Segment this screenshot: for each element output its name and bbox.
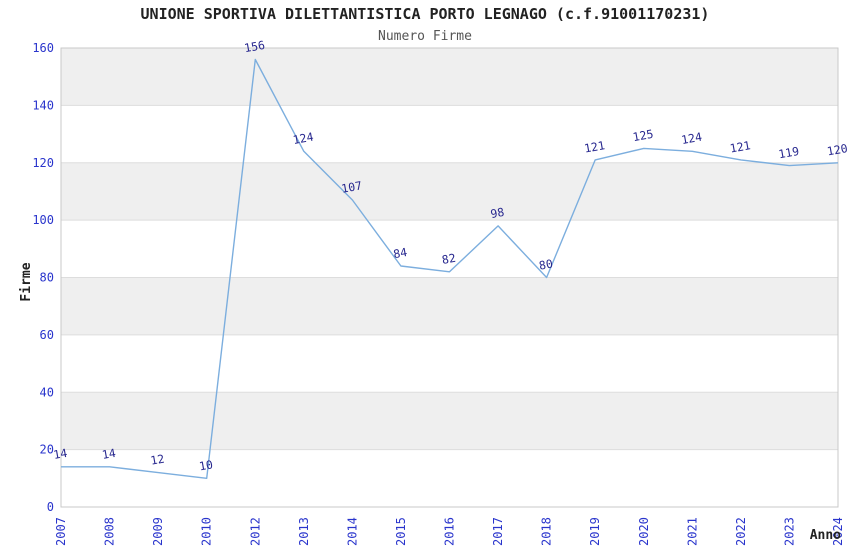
x-axis-tick-label: 2008 bbox=[103, 517, 117, 546]
y-axis-tick-label: 40 bbox=[40, 385, 54, 399]
plot-bands bbox=[61, 48, 838, 507]
y-axis-tick-label: 80 bbox=[40, 271, 54, 285]
y-axis-tick-label: 100 bbox=[32, 213, 54, 227]
y-axis-tick-label: 0 bbox=[47, 500, 54, 514]
x-axis-tick-label: 2013 bbox=[297, 517, 311, 546]
series-group bbox=[61, 58, 839, 479]
y-axis-title: Firme bbox=[19, 262, 34, 301]
data-point-label: 10 bbox=[198, 457, 214, 473]
plot-band bbox=[61, 449, 838, 507]
data-point-label: 12 bbox=[149, 452, 165, 468]
data-point-label: 121 bbox=[729, 138, 752, 155]
x-axis-tick-label: 2007 bbox=[54, 517, 68, 546]
data-point-label: 98 bbox=[489, 205, 505, 221]
plot-band bbox=[61, 277, 838, 335]
data-point-label: 84 bbox=[392, 245, 408, 261]
x-axis-tick-label: 2024 bbox=[831, 517, 845, 546]
data-point-label: 107 bbox=[340, 178, 363, 195]
grid-lines bbox=[60, 47, 839, 508]
y-axis-tick-labels: 0 20 40 60 80 100 120 140 160 bbox=[32, 41, 54, 514]
y-axis-tick-label: 160 bbox=[32, 41, 54, 55]
data-point-label: 125 bbox=[632, 127, 655, 144]
data-point-label: 119 bbox=[777, 144, 800, 161]
data-point-label: 120 bbox=[826, 141, 849, 158]
plot-border bbox=[60, 47, 839, 508]
plot-band bbox=[61, 105, 838, 163]
x-axis-tick-label: 2016 bbox=[443, 517, 457, 546]
series-line bbox=[61, 58, 839, 479]
data-point-labels: 14 14 12 10 156 124 107 84 82 98 80 121 125 124 121 119… bbox=[52, 38, 849, 474]
plot-band bbox=[61, 162, 838, 221]
x-axis-tick-label: 2015 bbox=[394, 517, 408, 546]
data-point-label: 14 bbox=[52, 446, 68, 462]
x-axis-tick-label: 2010 bbox=[200, 517, 214, 546]
data-point-label: 82 bbox=[441, 251, 457, 267]
data-point-label: 156 bbox=[243, 38, 266, 55]
x-axis-tick-label: 2009 bbox=[151, 517, 165, 546]
data-point-label: 124 bbox=[680, 130, 703, 147]
data-point-label: 14 bbox=[101, 446, 117, 462]
chart-title: UNIONE SPORTIVA DILETTANTISTICA PORTO LE… bbox=[141, 5, 710, 23]
x-axis-tick-label: 2023 bbox=[782, 517, 796, 546]
x-axis-tick-label: 2014 bbox=[345, 517, 359, 546]
chart-subtitle: Numero Firme bbox=[378, 29, 472, 44]
plot-band bbox=[61, 48, 838, 106]
x-axis-title: Anno bbox=[810, 528, 841, 543]
x-axis-tick-label: 2020 bbox=[637, 517, 651, 546]
y-axis-tick-label: 120 bbox=[32, 156, 54, 170]
y-axis-tick-label: 20 bbox=[40, 443, 54, 457]
data-point-label: 124 bbox=[292, 130, 315, 147]
plot-band bbox=[61, 220, 838, 278]
x-axis-tick-label: 2012 bbox=[248, 517, 262, 546]
x-axis-tick-label: 2018 bbox=[540, 517, 554, 546]
x-axis-tick-label: 2017 bbox=[491, 517, 505, 546]
data-point-label: 121 bbox=[583, 138, 606, 155]
x-axis-tick-labels: 2007 2008 2009 2010 2012 2013 2014 2015 2016 2017… bbox=[54, 517, 845, 546]
plot-band bbox=[61, 392, 838, 450]
data-point-label: 80 bbox=[538, 256, 554, 272]
x-axis-tick-label: 2021 bbox=[685, 517, 699, 546]
y-axis-tick-label: 60 bbox=[40, 328, 54, 342]
x-axis-tick-label: 2019 bbox=[588, 517, 602, 546]
x-axis-tick-label: 2022 bbox=[734, 517, 748, 546]
plot-band bbox=[61, 334, 838, 393]
y-axis-tick-label: 140 bbox=[32, 98, 54, 112]
